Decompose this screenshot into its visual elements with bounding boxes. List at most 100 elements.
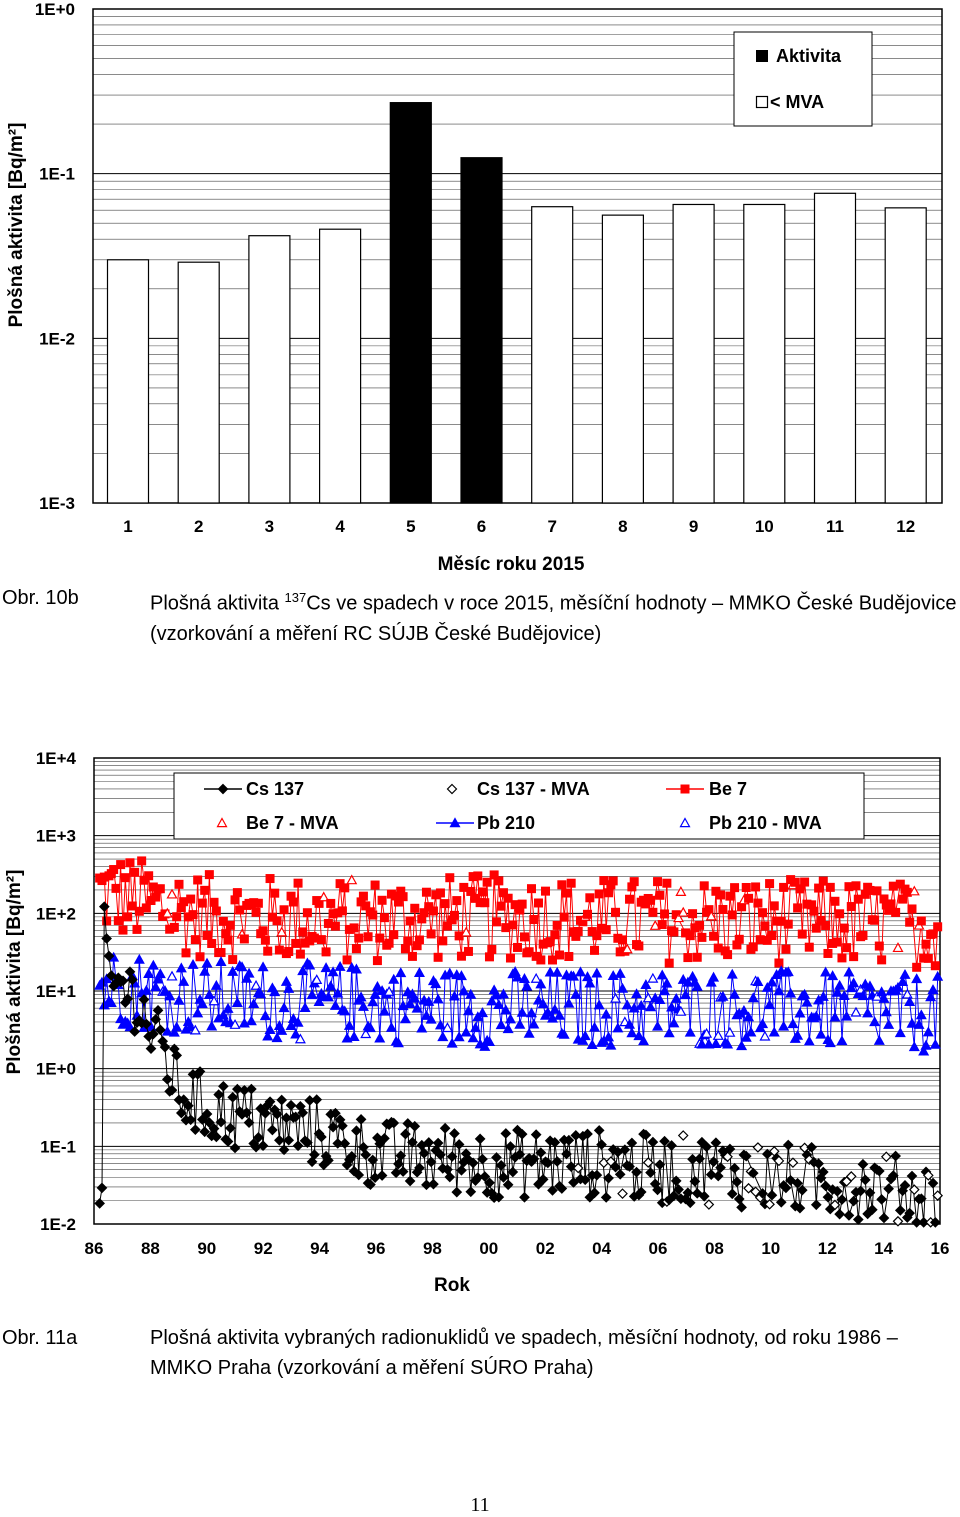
- data-point: [921, 939, 931, 949]
- data-point: [752, 976, 764, 987]
- data-point: [229, 1142, 241, 1154]
- data-point: [419, 908, 429, 918]
- data-point: [692, 952, 702, 962]
- mva-point: [675, 886, 687, 896]
- data-point: [421, 887, 431, 897]
- data-point: [368, 910, 378, 920]
- x-tick-label: 14: [874, 1239, 893, 1258]
- data-point: [593, 1125, 605, 1136]
- data-point: [836, 1194, 848, 1205]
- data-point: [790, 877, 800, 887]
- data-point: [174, 879, 184, 889]
- data-point: [857, 1158, 869, 1170]
- data-point: [298, 927, 308, 937]
- data-point: [635, 999, 647, 1010]
- data-point: [535, 978, 547, 989]
- data-point: [400, 944, 410, 954]
- data-point: [880, 1006, 892, 1017]
- data-point: [906, 1170, 918, 1182]
- mva-point: [610, 992, 622, 1003]
- bar-month-8: [601, 214, 645, 504]
- data-point: [378, 1005, 390, 1016]
- data-point: [745, 1026, 757, 1037]
- data-point: [292, 1140, 304, 1152]
- data-point: [652, 1184, 663, 1196]
- data-point: [691, 980, 703, 991]
- data-point: [670, 992, 682, 1003]
- data-point: [105, 997, 117, 1008]
- data-point: [816, 915, 826, 925]
- data-point: [624, 1161, 635, 1172]
- data-point: [272, 916, 282, 926]
- x-tick-label: 00: [479, 1239, 498, 1258]
- data-point: [329, 999, 341, 1010]
- data-point: [246, 1083, 257, 1095]
- data-point: [765, 879, 775, 889]
- data-point: [682, 1187, 694, 1199]
- data-point: [908, 1041, 920, 1052]
- data-point: [188, 910, 198, 920]
- bar-month-12: [884, 207, 927, 504]
- data-point: [306, 989, 318, 1000]
- bar-month-1: [106, 259, 150, 504]
- data-point: [215, 1116, 227, 1128]
- data-point: [361, 901, 371, 911]
- data-point: [314, 898, 324, 908]
- data-point: [925, 991, 937, 1002]
- data-point: [718, 904, 728, 914]
- data-point: [437, 1031, 449, 1042]
- data-point: [876, 1194, 887, 1205]
- data-point: [375, 933, 385, 943]
- data-point: [928, 929, 938, 939]
- data-point: [358, 891, 368, 901]
- data-point: [657, 920, 667, 930]
- data-point: [420, 1009, 432, 1020]
- data-point: [873, 1034, 885, 1045]
- data-point: [178, 1094, 190, 1106]
- data-point: [904, 996, 916, 1007]
- data-point: [111, 883, 121, 893]
- data-point: [389, 930, 399, 940]
- data-point: [626, 1027, 638, 1038]
- data-point: [601, 925, 611, 935]
- data-point: [280, 975, 292, 986]
- data-point: [726, 1188, 738, 1200]
- data-point: [173, 994, 185, 1005]
- data-point: [299, 1002, 311, 1013]
- data-point: [467, 1032, 479, 1043]
- data-point: [514, 1149, 526, 1160]
- data-point: [425, 1156, 437, 1168]
- mva-point: [311, 974, 323, 984]
- data-point: [271, 1032, 283, 1043]
- mva-point: [642, 992, 654, 1003]
- data-point: [655, 890, 665, 900]
- data-point: [193, 875, 203, 885]
- data-point: [911, 1217, 923, 1228]
- data-point: [848, 1195, 859, 1207]
- data-point: [270, 888, 280, 898]
- data-point: [451, 1186, 463, 1198]
- data-point: [590, 945, 600, 955]
- data-point: [923, 953, 933, 963]
- x-tick-label: 8: [618, 517, 627, 536]
- data-point: [127, 901, 137, 911]
- data-point: [304, 959, 316, 970]
- y-tick-label: 1E+4: [36, 749, 77, 768]
- data-point: [851, 881, 861, 891]
- data-point: [532, 994, 545, 1005]
- data-point: [145, 1043, 157, 1054]
- bar-month-7: [531, 206, 574, 504]
- data-point: [626, 1137, 638, 1149]
- data-point: [175, 1107, 187, 1119]
- data-point: [603, 1031, 615, 1042]
- data-point: [883, 1018, 895, 1029]
- data-point: [122, 993, 134, 1005]
- data-point: [584, 977, 596, 988]
- data-point: [103, 950, 115, 962]
- data-point: [498, 888, 508, 898]
- mva-point: [208, 995, 220, 1006]
- data-point: [839, 923, 849, 933]
- data-point: [147, 959, 159, 970]
- data-point: [716, 890, 726, 900]
- data-point: [685, 931, 695, 941]
